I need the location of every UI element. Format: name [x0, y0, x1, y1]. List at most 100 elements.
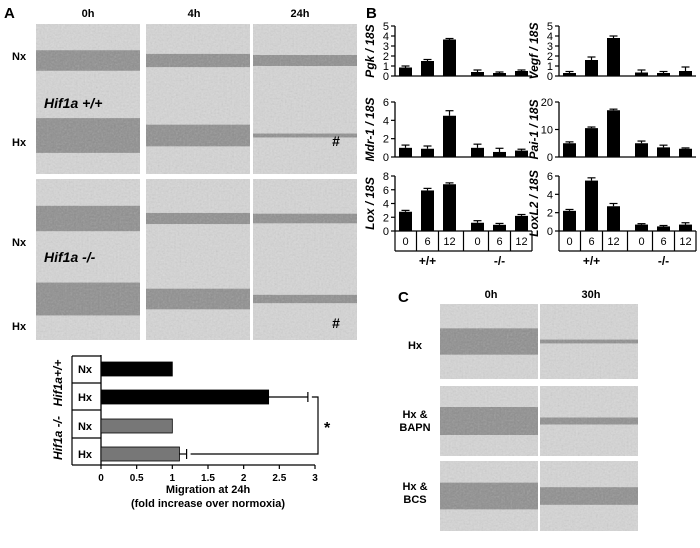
micrograph-grid-c: [440, 304, 638, 531]
mdr1-y-label: Mdr-1 / 18S: [363, 97, 377, 161]
pgk-bar-2: [421, 61, 434, 76]
y-tick-label: 2: [547, 208, 553, 220]
genotype-label-wt: Hif1a +/+: [44, 95, 102, 111]
hash-mark-2: #: [332, 315, 340, 331]
migration-bar-3: [100, 418, 173, 434]
loxl2-bar-1: [563, 210, 576, 231]
time-label-12: 12: [679, 236, 691, 248]
y-tick-label: 0: [383, 152, 389, 164]
bar-label-hx: Hx: [78, 449, 93, 461]
row-label-hx-1: Hx: [12, 137, 27, 149]
row-label-hx-bapn: Hx & BAPN: [399, 409, 430, 434]
y-tick-label: 20: [541, 97, 553, 109]
genotype-ko-label: -/-: [494, 254, 505, 268]
pgk-bar-6: [515, 71, 528, 76]
migration-bar-4: [100, 446, 180, 462]
loxl2-y-label: LoxL2 / 18S: [527, 170, 541, 237]
migration-x-label: Migration at 24h: [166, 484, 251, 496]
chart-mdr1: 0 2 4 6 Mdr-1 / 18S: [363, 97, 532, 164]
hash-mark-1: #: [332, 133, 340, 149]
genotype-ko-label: -/-: [658, 254, 669, 268]
micrograph-a-r3-c1: [36, 179, 140, 258]
mdr1-bar-2: [421, 148, 434, 157]
y-tick-label: 3: [383, 41, 389, 53]
micrograph-c-r2-c1: [440, 386, 538, 456]
micrograph-a-r1-c3: [253, 24, 357, 97]
significance-bracket: [190, 396, 319, 455]
y-tick-label: 0: [547, 152, 553, 164]
chart-loxl2: 0 2 4 6 LoxL2 / 18S 0 6 12 0 6 12 +/+ -/-: [527, 170, 697, 268]
mdr1-bar-5: [493, 151, 506, 157]
y-tick-label: 0: [383, 71, 389, 83]
group-label-ko: Hif1a -/-: [51, 416, 65, 460]
lox-bar-3: [443, 184, 456, 231]
time-label-12: 12: [515, 236, 527, 248]
y-tick-label: 6: [383, 185, 389, 197]
micrograph-a-r1-c1: [36, 24, 140, 97]
y-tick-label: 6: [547, 171, 553, 183]
y-tick-label: 0: [547, 226, 553, 238]
x-tick-label: 2: [241, 473, 247, 484]
loxl2-bar-4: [635, 224, 648, 231]
time-24h-label: 24h: [291, 8, 310, 20]
micrograph-c-r2-c2: [540, 386, 638, 456]
x-tick-label: 3: [312, 473, 318, 484]
row-label-hx-c: Hx: [408, 340, 423, 352]
x-tick-label: 1.5: [201, 473, 215, 484]
lox-y-label: Lox / 18S: [363, 177, 377, 230]
panel-a: 0h 4h 24h Nx Hx Nx Hx Hif1a +/+ Hif1a -/…: [12, 8, 357, 340]
row-label-nx-1: Nx: [12, 51, 27, 63]
loxl2-bar-5: [657, 226, 670, 231]
time-0h-label: 0h: [82, 8, 95, 20]
micrograph-a-r2-c2: [146, 97, 250, 174]
micrograph-a-r2-c3: [253, 97, 357, 174]
loxl2-bar-6: [679, 224, 692, 231]
vegf-bar-5: [657, 73, 670, 76]
y-tick-label: 8: [383, 171, 389, 183]
row-label-nx-2: Nx: [12, 237, 27, 249]
y-tick-label: 0: [547, 71, 553, 83]
time-label-6: 6: [496, 236, 502, 248]
lox-bar-4: [471, 222, 484, 231]
y-tick-label: 4: [383, 31, 389, 43]
micrograph-a-r3-c2: [146, 179, 250, 258]
micrograph-c-r1-c2: [540, 304, 638, 379]
time-label-0: 0: [566, 236, 572, 248]
y-tick-label: 2: [547, 51, 553, 63]
vegf-bar-2: [585, 60, 598, 76]
time-label-0: 0: [474, 236, 480, 248]
pai1-bar-1: [563, 143, 576, 157]
time-30h-label-c: 30h: [582, 289, 601, 301]
micrograph-a-r4-c1: [36, 258, 140, 340]
significance-asterisk: *: [324, 420, 331, 437]
micrograph-a-r1-c2: [146, 24, 250, 97]
micrograph-c-r1-c1: [440, 304, 538, 379]
chart-lox: 0 24 6 8 Lox / 18S 0 6 12 0 6 12 +/+ -/-: [363, 171, 533, 268]
micrograph-c-r3-c1: [440, 461, 538, 531]
lox-bar-5: [493, 224, 506, 231]
y-tick-label: 1: [383, 61, 389, 73]
pai1-y-label: Pai-1 / 18S: [527, 99, 541, 159]
panel-c: 0h 30h Hx Hx & BAPN Hx & BCS: [399, 289, 638, 531]
bar-label-hx: Hx: [78, 392, 93, 404]
mdr1-bar-4: [471, 147, 484, 157]
migration-bar-1: [100, 361, 173, 377]
vegf-bar-4: [635, 72, 648, 76]
panel-b-letter: B: [366, 5, 377, 22]
x-tick-label: 0.5: [130, 473, 144, 484]
pai1-bar-2: [585, 128, 598, 157]
pgk-bar-5: [493, 73, 506, 76]
loxl2-bar-3: [607, 206, 620, 231]
y-tick-label: 1: [547, 61, 553, 73]
pai1-bar-4: [635, 143, 648, 157]
lox-bar-1: [399, 211, 412, 231]
panel-c-letter: C: [398, 289, 409, 306]
y-tick-label: 2: [383, 212, 389, 224]
y-tick-label: 6: [383, 97, 389, 109]
row-label-hx-bcs: Hx & BCS: [402, 481, 427, 506]
pgk-bar-1: [399, 67, 412, 76]
